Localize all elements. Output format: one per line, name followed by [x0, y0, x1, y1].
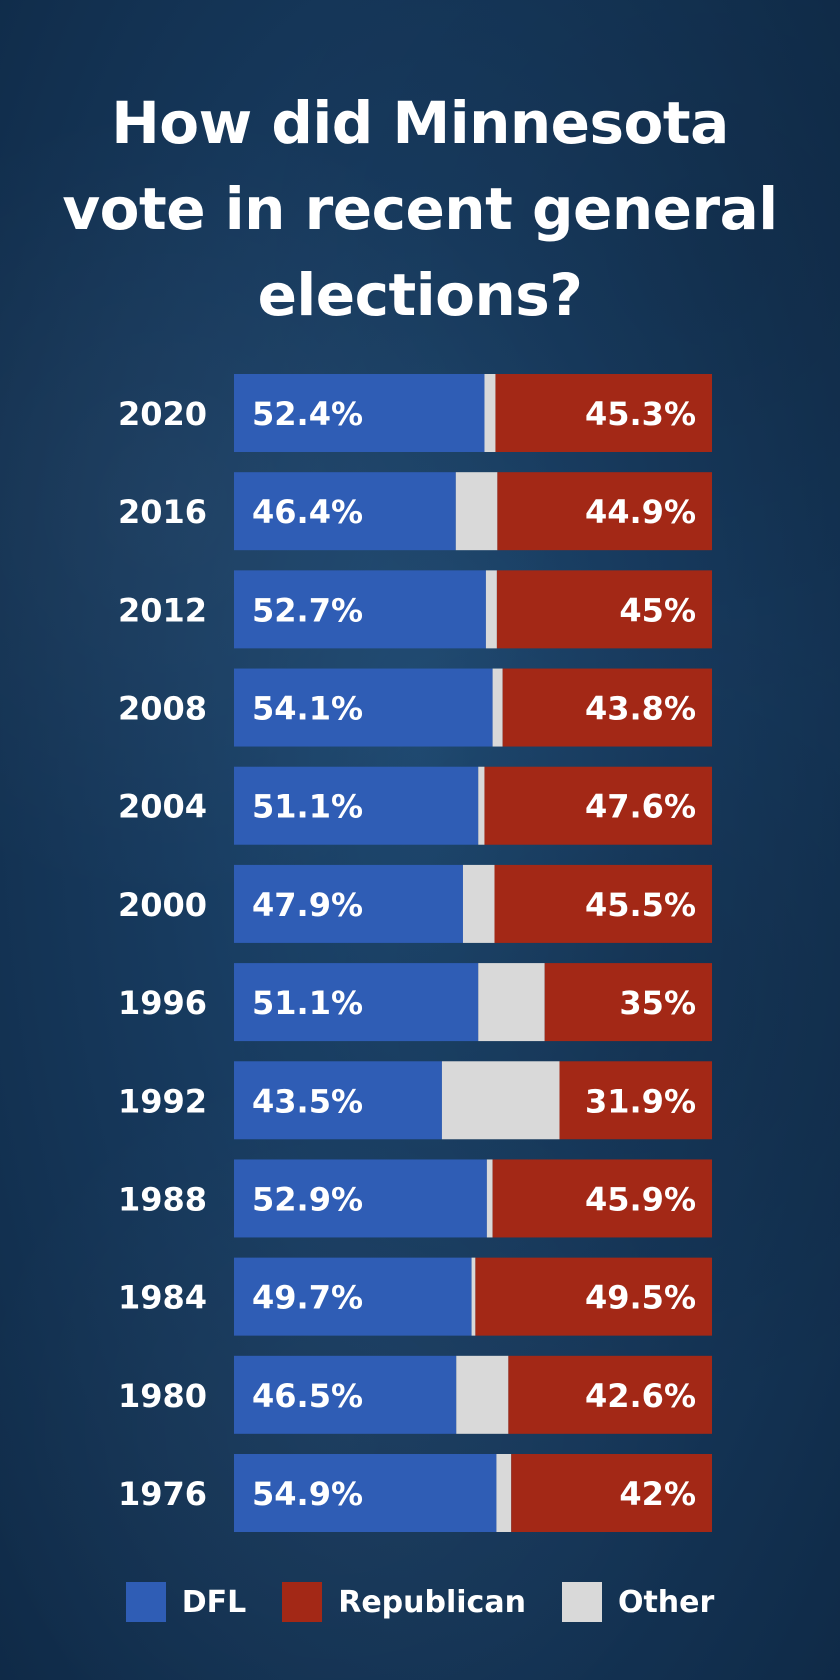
- legend-item-dfl: DFL: [125, 1582, 247, 1622]
- legend-label-republican: Republican: [338, 1584, 526, 1620]
- bar-other-2004: [478, 766, 485, 845]
- bar-dfl-1984: [234, 1257, 472, 1336]
- legend-label-dfl: DFL: [181, 1584, 247, 1620]
- category-label-2012: 2012: [118, 591, 207, 629]
- data-label-republican-1996: 35%: [619, 984, 696, 1022]
- bar-dfl-1992: [234, 1061, 442, 1140]
- bar-republican-1980: [508, 1355, 712, 1434]
- data-label-republican-1984: 49.5%: [585, 1279, 696, 1317]
- bar-republican-1976: [511, 1454, 712, 1532]
- stacked-bar-chart: 2020 52.4% 45.3% 2016 46.4% 44.9% 2012 52.7% 45%…: [118, 374, 712, 1532]
- data-label-republican-1980: 42.6%: [585, 1377, 696, 1415]
- bar-dfl-2000: [234, 864, 463, 943]
- category-label-1996: 1996: [118, 984, 207, 1022]
- bar-other-1984: [471, 1257, 476, 1336]
- legend-item-republican: Republican: [282, 1582, 526, 1622]
- data-label-dfl-2008: 54.1%: [252, 690, 363, 728]
- data-label-republican-1976: 42%: [619, 1475, 696, 1513]
- bar-republican-2000: [494, 864, 712, 943]
- bar-dfl-2008: [234, 668, 493, 747]
- category-label-1984: 1984: [118, 1279, 207, 1317]
- chart-title: How did Minnesota vote in recent general…: [62, 89, 778, 329]
- data-label-dfl-2016: 46.4%: [252, 493, 363, 531]
- data-label-dfl-1996: 51.1%: [252, 984, 363, 1022]
- bar-dfl-1980: [234, 1355, 457, 1434]
- bar-dfl-1988: [234, 1159, 487, 1238]
- bar-other-2020: [484, 374, 496, 452]
- data-label-republican-2020: 45.3%: [585, 395, 696, 433]
- category-label-2004: 2004: [118, 788, 207, 826]
- legend-swatch-dfl: [125, 1582, 166, 1622]
- category-label-2016: 2016: [118, 493, 207, 531]
- data-label-dfl-1976: 54.9%: [252, 1475, 363, 1513]
- bar-other-1996: [478, 963, 545, 1042]
- bar-dfl-2012: [234, 570, 486, 649]
- data-label-republican-2004: 47.6%: [585, 788, 696, 826]
- legend: DFL Republican Other: [0, 1582, 840, 1622]
- bar-republican-1992: [559, 1061, 712, 1140]
- category-label-1992: 1992: [118, 1082, 207, 1120]
- bar-other-1980: [456, 1355, 509, 1434]
- category-label-2008: 2008: [118, 690, 207, 728]
- data-label-dfl-2020: 52.4%: [252, 395, 363, 433]
- bar-other-2000: [462, 864, 495, 943]
- data-label-dfl-1980: 46.5%: [252, 1377, 363, 1415]
- data-label-dfl-2012: 52.7%: [252, 591, 363, 629]
- bar-republican-2004: [484, 766, 712, 845]
- legend-swatch-republican: [282, 1582, 323, 1622]
- legend-item-other: Other: [561, 1582, 715, 1622]
- category-label-1980: 1980: [118, 1377, 207, 1415]
- data-label-dfl-2004: 51.1%: [252, 788, 363, 826]
- bar-other-2012: [485, 570, 497, 649]
- bar-dfl-2004: [234, 766, 479, 845]
- bar-other-1976: [496, 1454, 512, 1532]
- bar-republican-1984: [475, 1257, 712, 1336]
- bar-other-1988: [486, 1159, 493, 1238]
- bar-dfl-2016: [234, 472, 456, 551]
- data-label-dfl-2000: 47.9%: [252, 886, 363, 924]
- data-label-republican-1988: 45.9%: [585, 1180, 696, 1218]
- legend-swatch-other: [561, 1582, 602, 1622]
- data-label-republican-2016: 44.9%: [585, 493, 696, 531]
- bar-other-1992: [441, 1061, 560, 1140]
- data-label-dfl-1992: 43.5%: [252, 1082, 363, 1120]
- bar-dfl-1976: [234, 1454, 497, 1532]
- bar-dfl-2020: [234, 374, 485, 452]
- data-label-republican-2008: 43.8%: [585, 690, 696, 728]
- bar-republican-2008: [502, 668, 712, 747]
- category-label-2020: 2020: [118, 395, 207, 433]
- category-label-1988: 1988: [118, 1180, 207, 1218]
- bar-republican-1996: [544, 963, 712, 1042]
- bar-republican-2020: [495, 374, 712, 452]
- bar-other-2008: [492, 668, 503, 747]
- category-label-1976: 1976: [118, 1475, 207, 1513]
- bar-republican-2016: [497, 472, 712, 551]
- data-label-dfl-1988: 52.9%: [252, 1180, 363, 1218]
- bar-other-2016: [455, 472, 498, 551]
- category-label-2000: 2000: [118, 886, 207, 924]
- bar-republican-1988: [492, 1159, 712, 1238]
- bar-dfl-1996: [234, 963, 479, 1042]
- data-label-republican-2000: 45.5%: [585, 886, 696, 924]
- bar-republican-2012: [496, 570, 712, 649]
- data-label-republican-2012: 45%: [619, 591, 696, 629]
- data-label-dfl-1984: 49.7%: [252, 1279, 363, 1317]
- legend-label-other: Other: [617, 1584, 715, 1620]
- data-label-republican-1992: 31.9%: [585, 1082, 696, 1120]
